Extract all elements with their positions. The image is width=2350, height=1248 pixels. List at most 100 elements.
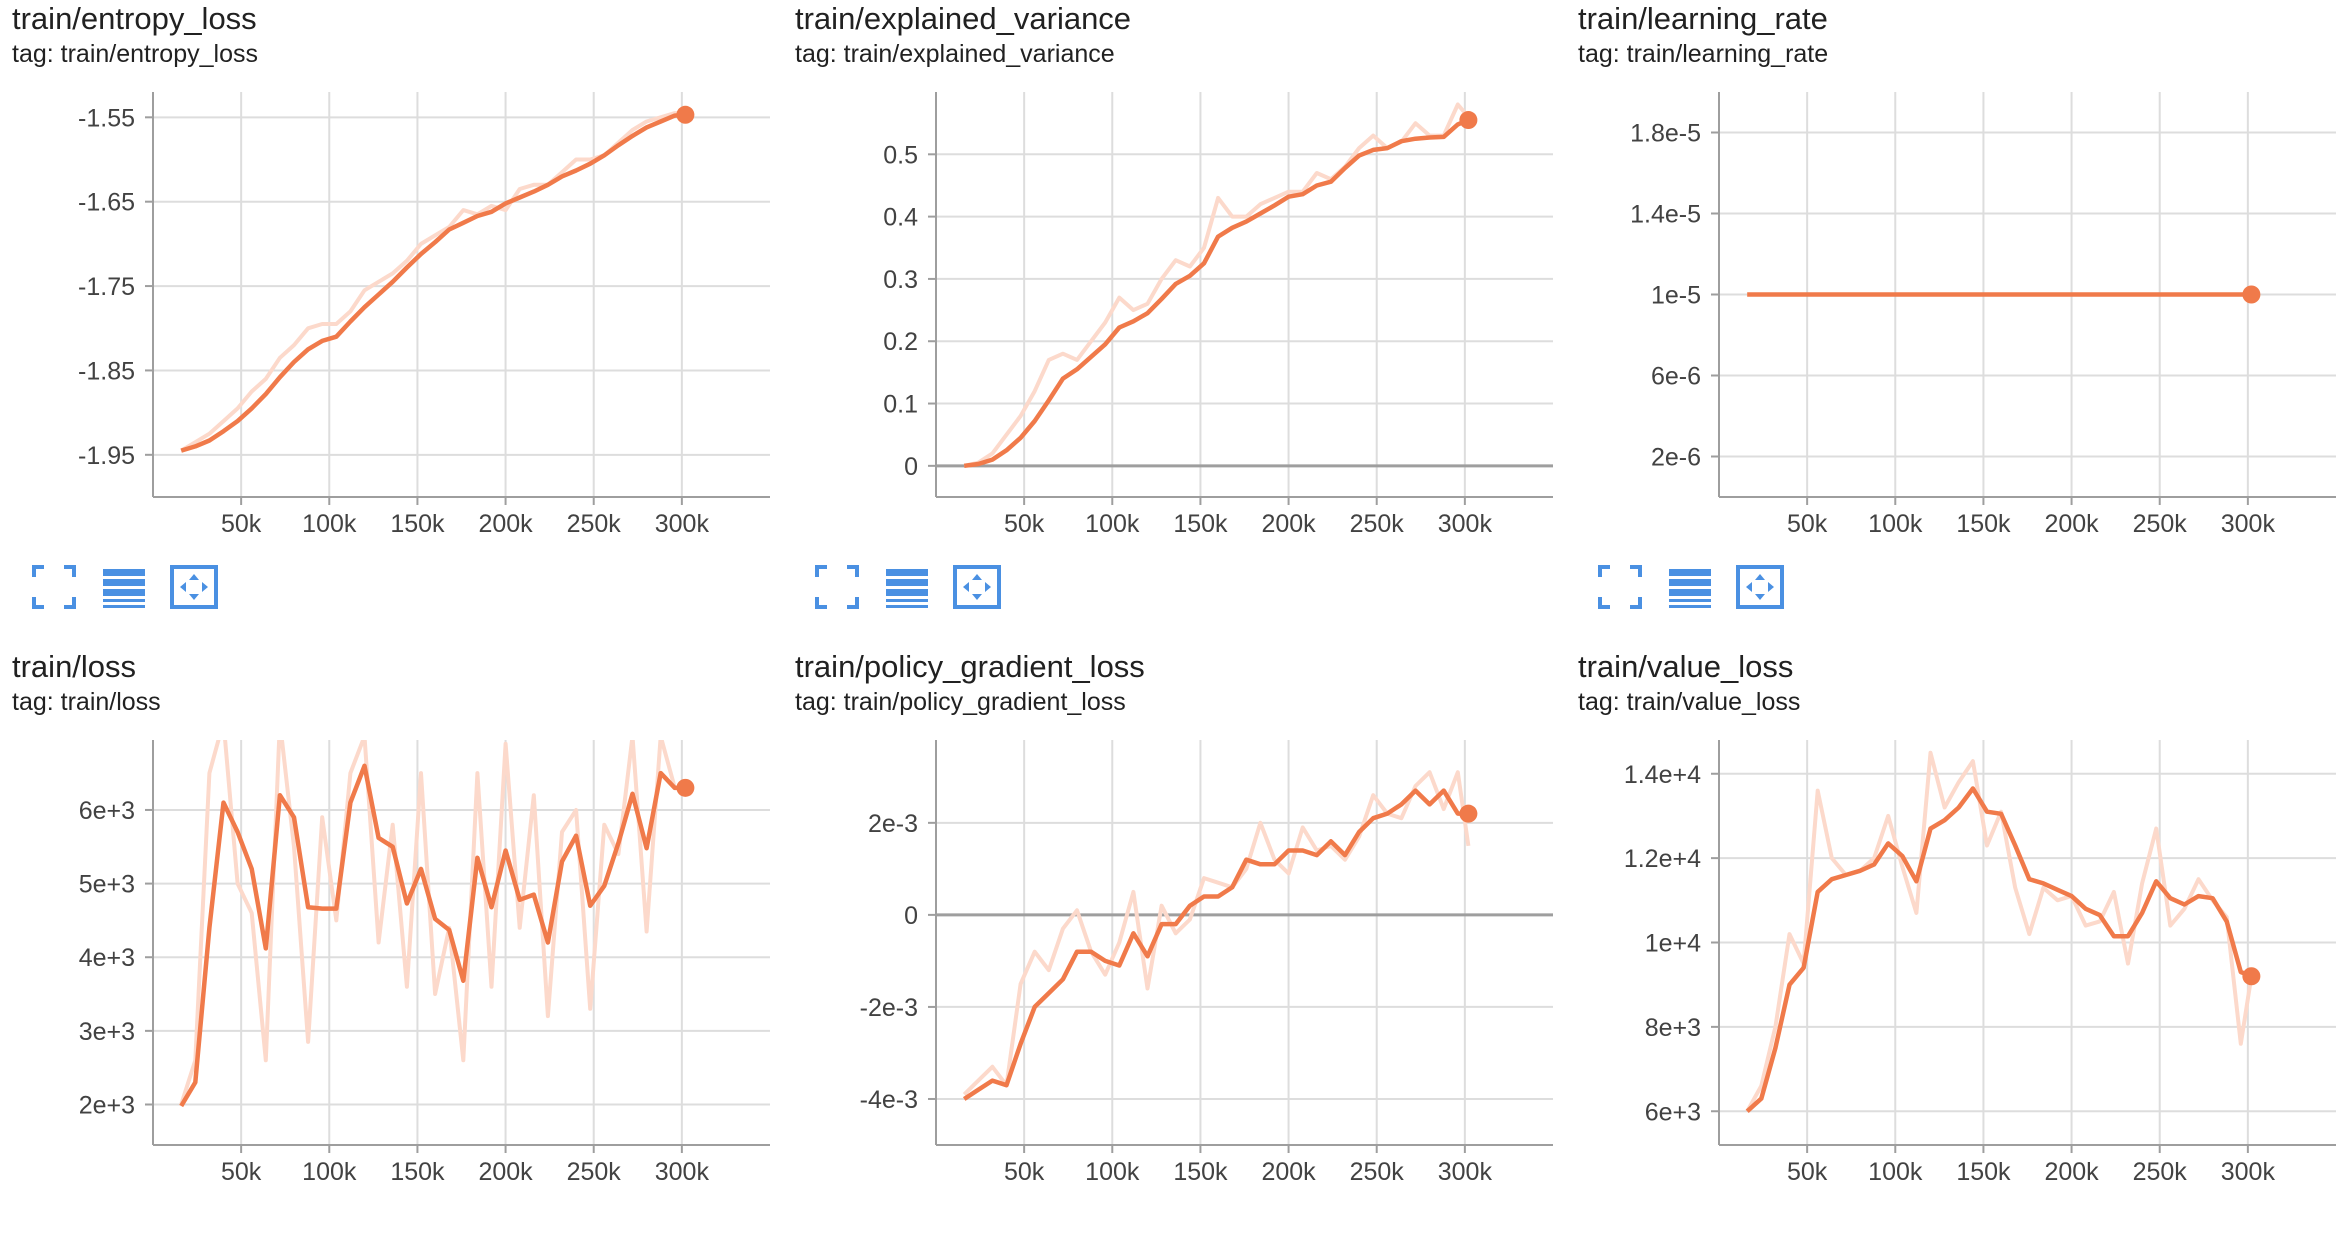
x-tick-label: 100k (1868, 1158, 1923, 1186)
x-tick-label: 250k (567, 510, 622, 538)
y-tick-label: 0 (904, 453, 918, 481)
x-tick-label: 50k (1004, 510, 1045, 538)
y-tick-label: -1.85 (78, 357, 135, 385)
x-tick-label: 50k (1004, 1158, 1045, 1186)
y-tick-label: 1e-5 (1651, 282, 1701, 310)
y-tick-label: 2e+3 (79, 1092, 135, 1120)
line-chart[interactable]: 50k 100k 150k 200k 250k 300k -4e-3 -2e-3 0 2e-3 (783, 648, 1563, 1204)
line-chart[interactable]: 50k 100k 150k 200k 250k 300k 0 0.1 0.2 0.3 0.4 0.5 (783, 0, 1563, 570)
y-tick-label: -1.75 (78, 273, 135, 301)
last-point-marker[interactable] (2242, 285, 2261, 304)
y-tick-label: 0.4 (883, 204, 918, 232)
grid (936, 92, 1553, 497)
y-tick-label: 1.4e-5 (1630, 201, 1701, 229)
x-tick-label: 250k (567, 1158, 622, 1186)
last-point-marker[interactable] (1459, 804, 1478, 823)
x-tick-label: 100k (302, 510, 357, 538)
x-tick-label: 150k (1173, 510, 1228, 538)
y-tick-label: 1.8e-5 (1630, 120, 1701, 148)
last-point-marker[interactable] (676, 778, 695, 797)
last-point-marker[interactable] (676, 105, 695, 124)
x-tick-label: 250k (2133, 1158, 2188, 1186)
chart-tag: tag: train/entropy_loss (12, 40, 258, 68)
smoothed-series-line (962, 788, 1469, 1101)
fullscreen-button[interactable] (813, 563, 861, 611)
y-tick-label: 0.3 (883, 266, 918, 294)
last-point-marker[interactable] (1459, 111, 1478, 130)
chart-card-entropy-loss: train/entropy_loss tag: train/entropy_lo… (0, 0, 780, 609)
x-tick-label: 300k (1438, 1158, 1493, 1186)
x-tick-label: 250k (2133, 510, 2188, 538)
chart-title: train/value_loss (1578, 649, 1794, 684)
y-tick-label: 1.2e+4 (1624, 845, 1701, 873)
x-tick-label: 200k (478, 510, 533, 538)
x-tick-label: 100k (1085, 1158, 1140, 1186)
x-tick-label: 50k (221, 510, 262, 538)
chart-toolbar (1596, 563, 1816, 611)
smoothed-series-line (963, 117, 1470, 469)
y-tick-label: 5e+3 (79, 871, 135, 899)
raw-series-line (180, 111, 686, 453)
fullscreen-button[interactable] (30, 563, 78, 611)
smoothed-series-line (179, 763, 686, 1108)
x-tick-label: 200k (2044, 1158, 2099, 1186)
line-chart[interactable]: 50k 100k 150k 200k 250k 300k 2e-6 6e-6 1e-5 1.4e-… (1566, 0, 2346, 570)
y-tick-label: -4e-3 (860, 1086, 918, 1114)
last-point-marker[interactable] (2242, 967, 2261, 986)
y-tick-label: 3e+3 (79, 1018, 135, 1046)
y-tick-label: 1e+4 (1645, 930, 1701, 958)
raw-series-line (1745, 750, 2254, 1113)
chart-title: train/loss (12, 649, 137, 684)
log-scale-button[interactable] (1666, 563, 1714, 611)
fit-domain-button[interactable] (953, 563, 1001, 611)
chart-title: train/policy_gradient_loss (795, 649, 1145, 684)
x-tick-label: 150k (1956, 1158, 2011, 1186)
x-tick-label: 200k (1261, 1158, 1316, 1186)
x-tick-label: 300k (655, 1158, 710, 1186)
log-scale-icon (886, 569, 928, 608)
x-tick-label: 50k (1787, 1158, 1828, 1186)
chart-tag: tag: train/policy_gradient_loss (795, 688, 1126, 716)
fullscreen-button[interactable] (1596, 563, 1644, 611)
log-scale-button[interactable] (100, 563, 148, 611)
x-tick-label: 250k (1350, 1158, 1405, 1186)
line-chart[interactable]: 50k 100k 150k 200k 250k 300k 2e+3 3e+3 4e+3 5e+3 6… (0, 648, 780, 1204)
grid (1719, 740, 2336, 1145)
x-tick-label: 300k (655, 510, 710, 538)
x-tick-label: 200k (1261, 510, 1316, 538)
y-tick-label: 0.1 (883, 391, 918, 419)
chart-card-loss: train/loss tag: train/loss 50k 100k 150k 20… (0, 648, 780, 1248)
chart-card-value-loss: train/value_loss tag: train/value_loss 5… (1566, 648, 2346, 1248)
smoothed-series-line (1745, 786, 2253, 1113)
chart-card-learning-rate: train/learning_rate tag: train/learning_… (1566, 0, 2346, 609)
line-chart[interactable]: 50k 100k 150k 200k 250k 300k 6e+3 8e+3 1e+4 1.2e+… (1566, 648, 2346, 1204)
log-scale-icon (103, 569, 145, 608)
x-tick-label: 100k (1868, 510, 1923, 538)
y-tick-label: 8e+3 (1645, 1014, 1701, 1042)
line-chart[interactable]: 50k 100k 150k 200k 250k 300k -1.95 -1.85 -1.75 -1… (0, 0, 780, 570)
log-scale-button[interactable] (883, 563, 931, 611)
fullscreen-icon (1598, 565, 1642, 609)
x-tick-label: 250k (1350, 510, 1405, 538)
raw-series-line (179, 740, 686, 1106)
y-tick-label: 2e-6 (1651, 444, 1701, 472)
y-tick-label: 0 (904, 902, 918, 930)
y-tick-label: 1.4e+4 (1624, 761, 1701, 789)
y-tick-label: -1.65 (78, 189, 135, 217)
x-tick-label: 300k (1438, 510, 1493, 538)
chart-tag: tag: train/explained_variance (795, 40, 1115, 68)
x-tick-label: 150k (390, 510, 445, 538)
x-tick-label: 200k (478, 1158, 533, 1186)
fit-domain-button[interactable] (1736, 563, 1784, 611)
y-tick-label: 6e-6 (1651, 363, 1701, 391)
y-tick-label: -2e-3 (860, 994, 918, 1022)
chart-title: train/explained_variance (795, 1, 1132, 36)
y-tick-label: 6e+3 (1645, 1098, 1701, 1126)
fit-domain-button[interactable] (170, 563, 218, 611)
chart-toolbar (30, 563, 250, 611)
x-tick-label: 200k (2044, 510, 2099, 538)
chart-toolbar (813, 563, 1033, 611)
x-tick-label: 50k (221, 1158, 262, 1186)
y-tick-label: 2e-3 (868, 810, 918, 838)
x-tick-label: 150k (1173, 1158, 1228, 1186)
